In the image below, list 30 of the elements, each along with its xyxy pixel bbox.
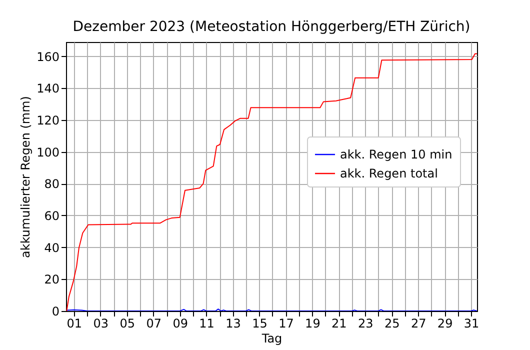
x-tick-label: 25 [384,316,400,330]
y-tick-label: 100 [36,145,60,160]
x-tick-label: 17 [278,316,294,330]
y-tick-label: 80 [44,177,60,192]
x-tick-label: 01 [66,316,82,330]
y-tick-label: 140 [36,82,60,96]
x-tick-label: 21 [332,316,347,330]
x-tick-label: 11 [199,316,214,330]
y-tick-label: 0 [52,304,60,318]
y-axis-title: akkumulierter Regen (mm) [18,96,33,258]
y-tick-label: 40 [44,240,60,255]
y-tick-label: 60 [44,208,60,223]
x-tick-label: 13 [226,316,241,330]
x-tick-label: 03 [93,316,109,330]
x-tick-label: 09 [172,316,188,330]
y-tick-label: 20 [44,272,60,287]
legend-label: akk. Regen total [340,166,438,180]
x-tick-label: 31 [464,316,480,330]
chart-title: Dezember 2023 (Meteostation Hönggerberg/ETH Zürich) [72,19,470,35]
x-tick-label: 29 [437,316,453,330]
y-tick-label: 160 [36,50,60,64]
x-axis-title: Tag [260,332,282,346]
x-tick-label: 23 [358,316,374,330]
x-tick-label: 19 [305,316,320,330]
x-tick-label: 15 [252,316,268,330]
x-tick-label: 27 [410,316,426,330]
legend-label: akk. Regen 10 min [340,148,452,162]
x-tick-label: 07 [146,316,162,330]
x-tick-label: 05 [120,316,136,330]
y-tick-label: 120 [36,113,60,128]
